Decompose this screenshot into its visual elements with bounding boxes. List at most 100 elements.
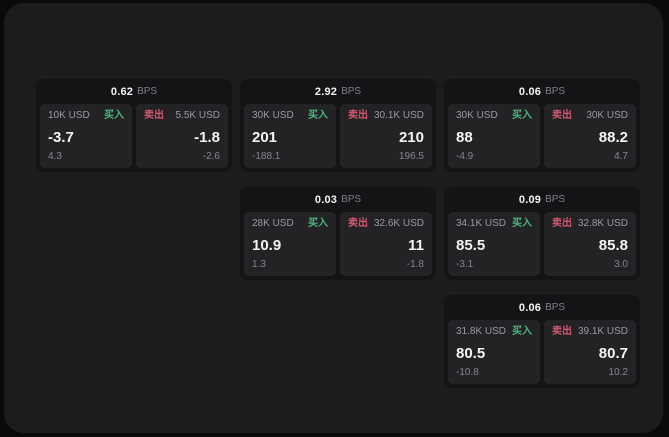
buy-price-value: 80.5 [456,344,486,362]
buy-price-value: 10.9 [252,236,282,254]
sell-tile-top-row: 卖出 32.8K USD [552,219,628,229]
sell-delta-value: 196.5 [398,151,424,162]
quote-tiles: 30K USD 买入 201 -188.1 卖出 30.1K USD 210 1… [240,104,436,172]
buy-amount-label: 30K USD [252,110,294,121]
buy-price-value: -3.7 [48,128,74,146]
sell-amount-label: 30K USD [586,110,628,121]
buy-amount-label: 10K USD [48,110,90,121]
sell-amount-label: 5.5K USD [175,110,220,121]
buy-tag: 买入 [512,218,532,229]
bps-unit-label: BPS [545,194,566,205]
buy-amount-label: 34.1K USD [456,218,507,229]
quote-tiles: 28K USD 买入 10.9 1.3 卖出 32.6K USD 11 -1.8 [240,212,436,280]
buy-quote-tile[interactable]: 28K USD 买入 10.9 1.3 [244,212,336,276]
sell-tile-top-row: 卖出 30K USD [552,111,628,121]
sell-amount-label: 32.8K USD [577,218,628,229]
buy-quote-tile[interactable]: 31.8K USD 买入 80.5 -10.8 [448,320,540,384]
quote-tiles: 34.1K USD 买入 85.5 -3.1 卖出 32.8K USD 85.8… [444,212,640,280]
buy-delta-value: 4.3 [48,151,62,162]
sell-quote-tile[interactable]: 卖出 39.1K USD 80.7 10.2 [544,320,636,384]
sell-price-value: 85.8 [598,236,628,254]
buy-delta-value: -188.1 [252,151,281,162]
buy-amount-label: 28K USD [252,218,294,229]
sell-delta-value: -2.6 [202,151,220,162]
buy-tile-top-row: 10K USD 买入 [48,111,124,121]
card-header: 0.62 BPS [36,79,232,104]
buy-delta-value: -4.9 [456,151,474,162]
cards-grid: 0.62 BPS 10K USD 买入 -3.7 4.3 卖出 5.5K USD… [36,79,640,388]
quote-card: 0.03 BPS 28K USD 买入 10.9 1.3 卖出 32.6K US… [240,187,436,280]
buy-quote-tile[interactable]: 10K USD 买入 -3.7 4.3 [40,104,132,168]
buy-quote-tile[interactable]: 30K USD 买入 201 -188.1 [244,104,336,168]
bps-unit-label: BPS [545,302,566,313]
buy-tile-top-row: 28K USD 买入 [252,219,328,229]
sell-amount-label: 30.1K USD [373,110,424,121]
buy-delta-value: -3.1 [456,259,474,270]
bps-unit-label: BPS [137,86,158,97]
sell-quote-tile[interactable]: 卖出 32.8K USD 85.8 3.0 [544,212,636,276]
quote-tiles: 31.8K USD 买入 80.5 -10.8 卖出 39.1K USD 80.… [444,320,640,388]
quote-card: 0.06 BPS 30K USD 买入 88 -4.9 卖出 30K USD 8… [444,79,640,172]
sell-tag: 卖出 [348,218,368,229]
sell-amount-label: 39.1K USD [577,326,628,337]
sell-delta-value: -1.8 [406,259,424,270]
buy-tag: 买入 [512,326,532,337]
buy-tile-top-row: 31.8K USD 买入 [456,327,532,337]
bps-unit-label: BPS [341,194,362,205]
card-header: 0.06 BPS [444,295,640,320]
buy-tag: 买入 [308,218,328,229]
sell-tile-top-row: 卖出 30.1K USD [348,111,424,121]
sell-delta-value: 10.2 [608,367,628,378]
quote-card: 2.92 BPS 30K USD 买入 201 -188.1 卖出 30.1K … [240,79,436,172]
buy-delta-value: 1.3 [252,259,266,270]
buy-price-value: 201 [252,128,278,146]
buy-price-value: 85.5 [456,236,486,254]
sell-price-value: 11 [408,236,424,254]
buy-tile-top-row: 30K USD 买入 [456,111,532,121]
sell-tag: 卖出 [144,110,164,121]
bps-spread-value: 0.06 [518,85,542,98]
buy-tile-top-row: 30K USD 买入 [252,111,328,121]
buy-amount-label: 30K USD [456,110,498,121]
buy-tag: 买入 [104,110,124,121]
buy-tag: 买入 [308,110,328,121]
sell-quote-tile[interactable]: 卖出 30.1K USD 210 196.5 [340,104,432,168]
bps-spread-value: 0.03 [314,193,338,206]
sell-tag: 卖出 [552,110,572,121]
buy-tag: 买入 [512,110,532,121]
quotes-panel: 0.62 BPS 10K USD 买入 -3.7 4.3 卖出 5.5K USD… [4,3,663,433]
quote-tiles: 30K USD 买入 88 -4.9 卖出 30K USD 88.2 4.7 [444,104,640,172]
sell-tile-top-row: 卖出 32.6K USD [348,219,424,229]
card-header: 2.92 BPS [240,79,436,104]
sell-tag: 卖出 [348,110,368,121]
sell-tag: 卖出 [552,326,572,337]
quote-card: 0.09 BPS 34.1K USD 买入 85.5 -3.1 卖出 32.8K… [444,187,640,280]
buy-tile-top-row: 34.1K USD 买入 [456,219,532,229]
sell-quote-tile[interactable]: 卖出 32.6K USD 11 -1.8 [340,212,432,276]
quote-tiles: 10K USD 买入 -3.7 4.3 卖出 5.5K USD -1.8 -2.… [36,104,232,172]
sell-delta-value: 3.0 [614,259,628,270]
bps-spread-value: 0.62 [110,85,134,98]
card-header: 0.06 BPS [444,79,640,104]
card-header: 0.03 BPS [240,187,436,212]
sell-quote-tile[interactable]: 卖出 5.5K USD -1.8 -2.6 [136,104,228,168]
sell-price-value: 80.7 [598,344,628,362]
buy-price-value: 88 [456,128,473,146]
bps-spread-value: 0.09 [518,193,542,206]
quote-card: 0.62 BPS 10K USD 买入 -3.7 4.3 卖出 5.5K USD… [36,79,232,172]
sell-price-value: 88.2 [598,128,628,146]
sell-price-value: 210 [398,128,424,146]
quote-card: 0.06 BPS 31.8K USD 买入 80.5 -10.8 卖出 39.1… [444,295,640,388]
sell-delta-value: 4.7 [614,151,628,162]
sell-quote-tile[interactable]: 卖出 30K USD 88.2 4.7 [544,104,636,168]
sell-tile-top-row: 卖出 5.5K USD [144,111,220,121]
sell-tile-top-row: 卖出 39.1K USD [552,327,628,337]
bps-unit-label: BPS [341,86,362,97]
buy-quote-tile[interactable]: 34.1K USD 买入 85.5 -3.1 [448,212,540,276]
card-header: 0.09 BPS [444,187,640,212]
buy-amount-label: 31.8K USD [456,326,507,337]
sell-amount-label: 32.6K USD [373,218,424,229]
buy-quote-tile[interactable]: 30K USD 买入 88 -4.9 [448,104,540,168]
bps-unit-label: BPS [545,86,566,97]
sell-tag: 卖出 [552,218,572,229]
